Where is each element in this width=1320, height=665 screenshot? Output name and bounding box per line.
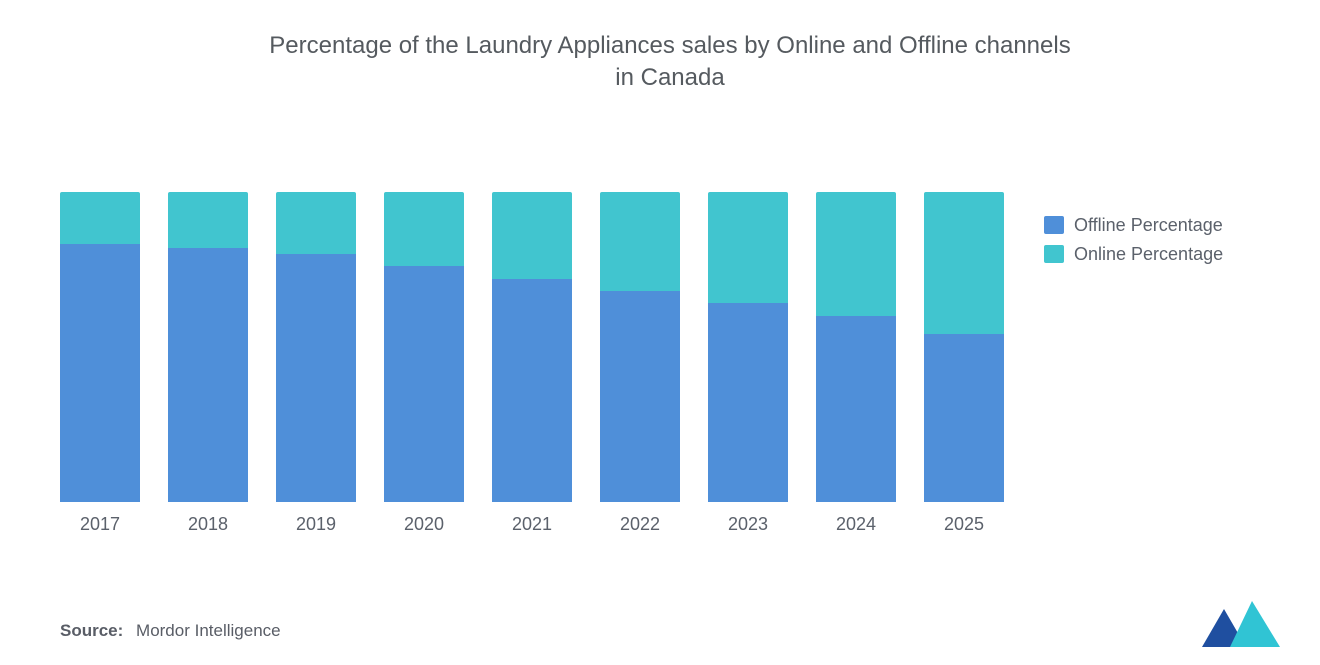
xlabel-2021: 2021	[512, 514, 552, 535]
bar-2025-offline	[924, 334, 1004, 501]
source-label: Source:	[60, 621, 123, 640]
bar-2025-online	[924, 192, 1004, 335]
bar-2019-online	[276, 192, 356, 254]
xlabel-2025: 2025	[944, 514, 984, 535]
source-name: Mordor Intelligence	[136, 621, 281, 640]
bar-2024: 2024	[816, 192, 896, 535]
bar-2017: 2017	[60, 192, 140, 535]
mordor-logo-icon	[1202, 601, 1280, 647]
xlabel-2018: 2018	[188, 514, 228, 535]
bar-2025: 2025	[924, 192, 1004, 535]
bar-2019-offline	[276, 254, 356, 502]
bar-2022-online	[600, 192, 680, 291]
bar-2022-offline	[600, 291, 680, 502]
bar-2024-online	[816, 192, 896, 316]
xlabel-2020: 2020	[404, 514, 444, 535]
bar-2019: 2019	[276, 192, 356, 535]
bar-2023: 2023	[708, 192, 788, 535]
legend: Offline Percentage Online Percentage	[1044, 215, 1223, 273]
bar-2020: 2020	[384, 192, 464, 535]
legend-label-offline: Offline Percentage	[1074, 215, 1223, 236]
bar-2018-online	[168, 192, 248, 248]
bar-2018: 2018	[168, 192, 248, 535]
bar-2018-offline	[168, 248, 248, 502]
chart-title: Percentage of the Laundry Appliances sal…	[260, 30, 1080, 95]
xlabel-2023: 2023	[728, 514, 768, 535]
xlabel-2017: 2017	[80, 514, 120, 535]
legend-label-online: Online Percentage	[1074, 244, 1223, 265]
xlabel-2019: 2019	[296, 514, 336, 535]
bar-2021-online	[492, 192, 572, 279]
legend-item-online: Online Percentage	[1044, 244, 1223, 265]
legend-swatch-online	[1044, 245, 1064, 263]
bar-2023-offline	[708, 303, 788, 501]
source-caption: Source: Mordor Intelligence	[60, 621, 281, 641]
xlabel-2022: 2022	[620, 514, 660, 535]
bar-2017-offline	[60, 244, 140, 501]
legend-item-offline: Offline Percentage	[1044, 215, 1223, 236]
bar-2021: 2021	[492, 192, 572, 535]
legend-swatch-offline	[1044, 216, 1064, 234]
bar-2024-offline	[816, 316, 896, 502]
bar-2020-online	[384, 192, 464, 266]
chart-plot-area: 2017 2018 2019 2020 2021 2022 2023 2024 2025	[60, 195, 1004, 535]
bar-2022: 2022	[600, 192, 680, 535]
bar-2021-offline	[492, 279, 572, 502]
xlabel-2024: 2024	[836, 514, 876, 535]
bar-2023-online	[708, 192, 788, 304]
bar-2017-online	[60, 192, 140, 245]
bar-2020-offline	[384, 266, 464, 502]
